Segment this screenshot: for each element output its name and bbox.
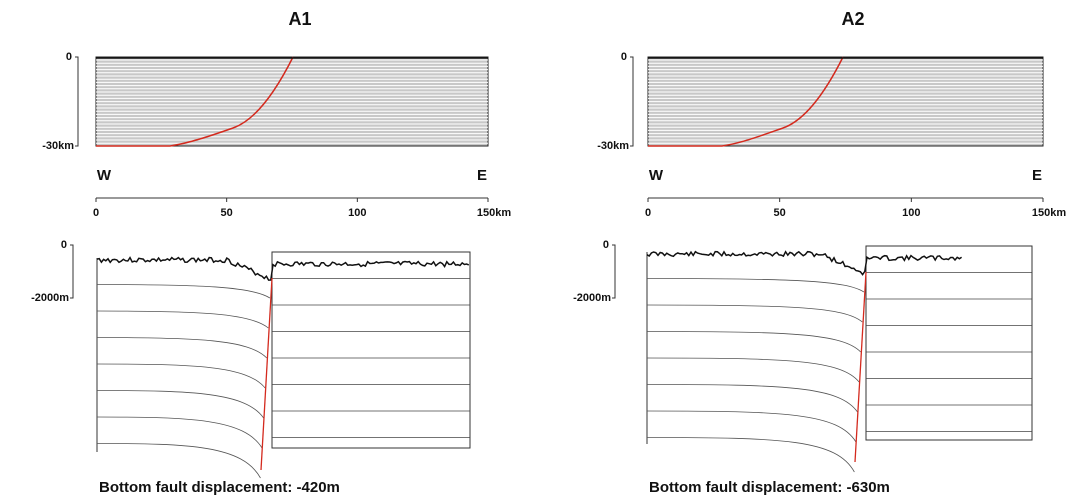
layer-curve bbox=[646, 304, 863, 323]
block bbox=[865, 245, 1033, 441]
layer-curve bbox=[646, 278, 865, 293]
layer-curve bbox=[96, 284, 271, 299]
panel-title: A1 bbox=[288, 9, 311, 29]
tick-label: 100 bbox=[348, 207, 366, 219]
layer-curve bbox=[646, 410, 857, 443]
layer-curve bbox=[96, 337, 268, 359]
topography bbox=[646, 250, 963, 276]
axis bbox=[630, 56, 634, 147]
tick-label: 150km bbox=[477, 207, 511, 219]
topography bbox=[96, 256, 470, 281]
layer-curve bbox=[96, 443, 261, 479]
direction-label: W bbox=[649, 167, 664, 184]
fault-line bbox=[96, 56, 294, 147]
axis bbox=[75, 56, 79, 147]
tick-label: 50 bbox=[221, 207, 233, 219]
layer-curve bbox=[646, 331, 861, 353]
axis-label: 0 bbox=[61, 239, 67, 251]
tick-label: 0 bbox=[645, 207, 651, 219]
axis-label: 0 bbox=[66, 51, 72, 63]
axis bbox=[612, 244, 616, 299]
axis-label: -30km bbox=[597, 140, 629, 152]
tick-label: 50 bbox=[774, 207, 786, 219]
layer-curve bbox=[646, 437, 855, 473]
layer-curve bbox=[96, 363, 266, 389]
layer-curve bbox=[646, 384, 858, 413]
layer-curve bbox=[96, 416, 263, 449]
tick-label: 0 bbox=[93, 207, 99, 219]
direction-label: E bbox=[1032, 167, 1042, 184]
caption: Bottom fault displacement: -630m bbox=[649, 479, 890, 496]
fault-line bbox=[260, 277, 273, 471]
block bbox=[271, 251, 471, 449]
axis-label: -2000m bbox=[573, 292, 611, 304]
axis-label: 0 bbox=[603, 239, 609, 251]
layer-curve bbox=[96, 390, 264, 419]
tick-label: 100 bbox=[902, 207, 920, 219]
tick-label: 150km bbox=[1032, 207, 1066, 219]
caption: Bottom fault displacement: -420m bbox=[99, 479, 340, 496]
axis-label: -30km bbox=[42, 140, 74, 152]
layer-curve bbox=[646, 357, 860, 383]
fault-line bbox=[854, 271, 867, 463]
direction-label: W bbox=[97, 167, 112, 184]
axis-label: -2000m bbox=[31, 292, 69, 304]
layer-curve bbox=[96, 310, 269, 329]
panel-title: A2 bbox=[841, 9, 864, 29]
axis bbox=[70, 244, 74, 299]
fault-line bbox=[648, 56, 844, 147]
axis-label: 0 bbox=[621, 51, 627, 63]
direction-label: E bbox=[477, 167, 487, 184]
